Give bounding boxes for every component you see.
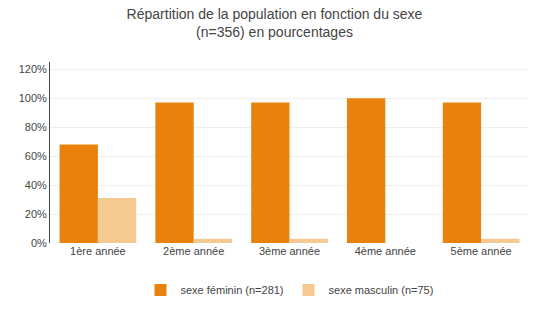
svg-text:0%: 0%	[31, 237, 47, 249]
svg-text:120%: 120%	[19, 63, 47, 75]
svg-text:1ère année: 1ère année	[70, 245, 126, 257]
svg-text:40%: 40%	[25, 179, 47, 191]
svg-text:3ème année: 3ème année	[259, 245, 320, 257]
svg-text:80%: 80%	[25, 121, 47, 133]
svg-text:5ème année: 5ème année	[451, 245, 512, 257]
svg-text:100%: 100%	[19, 92, 47, 104]
svg-text:sexe masculin (n=75): sexe masculin (n=75)	[329, 284, 434, 296]
svg-text:60%: 60%	[25, 150, 47, 162]
svg-text:2ème année: 2ème année	[163, 245, 224, 257]
svg-text:sexe féminin (n=281): sexe féminin (n=281)	[181, 284, 284, 296]
svg-text:Répartition de la population e: Répartition de la population en fonction…	[127, 6, 423, 40]
svg-text:20%: 20%	[25, 208, 47, 220]
svg-text:4ème année: 4ème année	[355, 245, 416, 257]
